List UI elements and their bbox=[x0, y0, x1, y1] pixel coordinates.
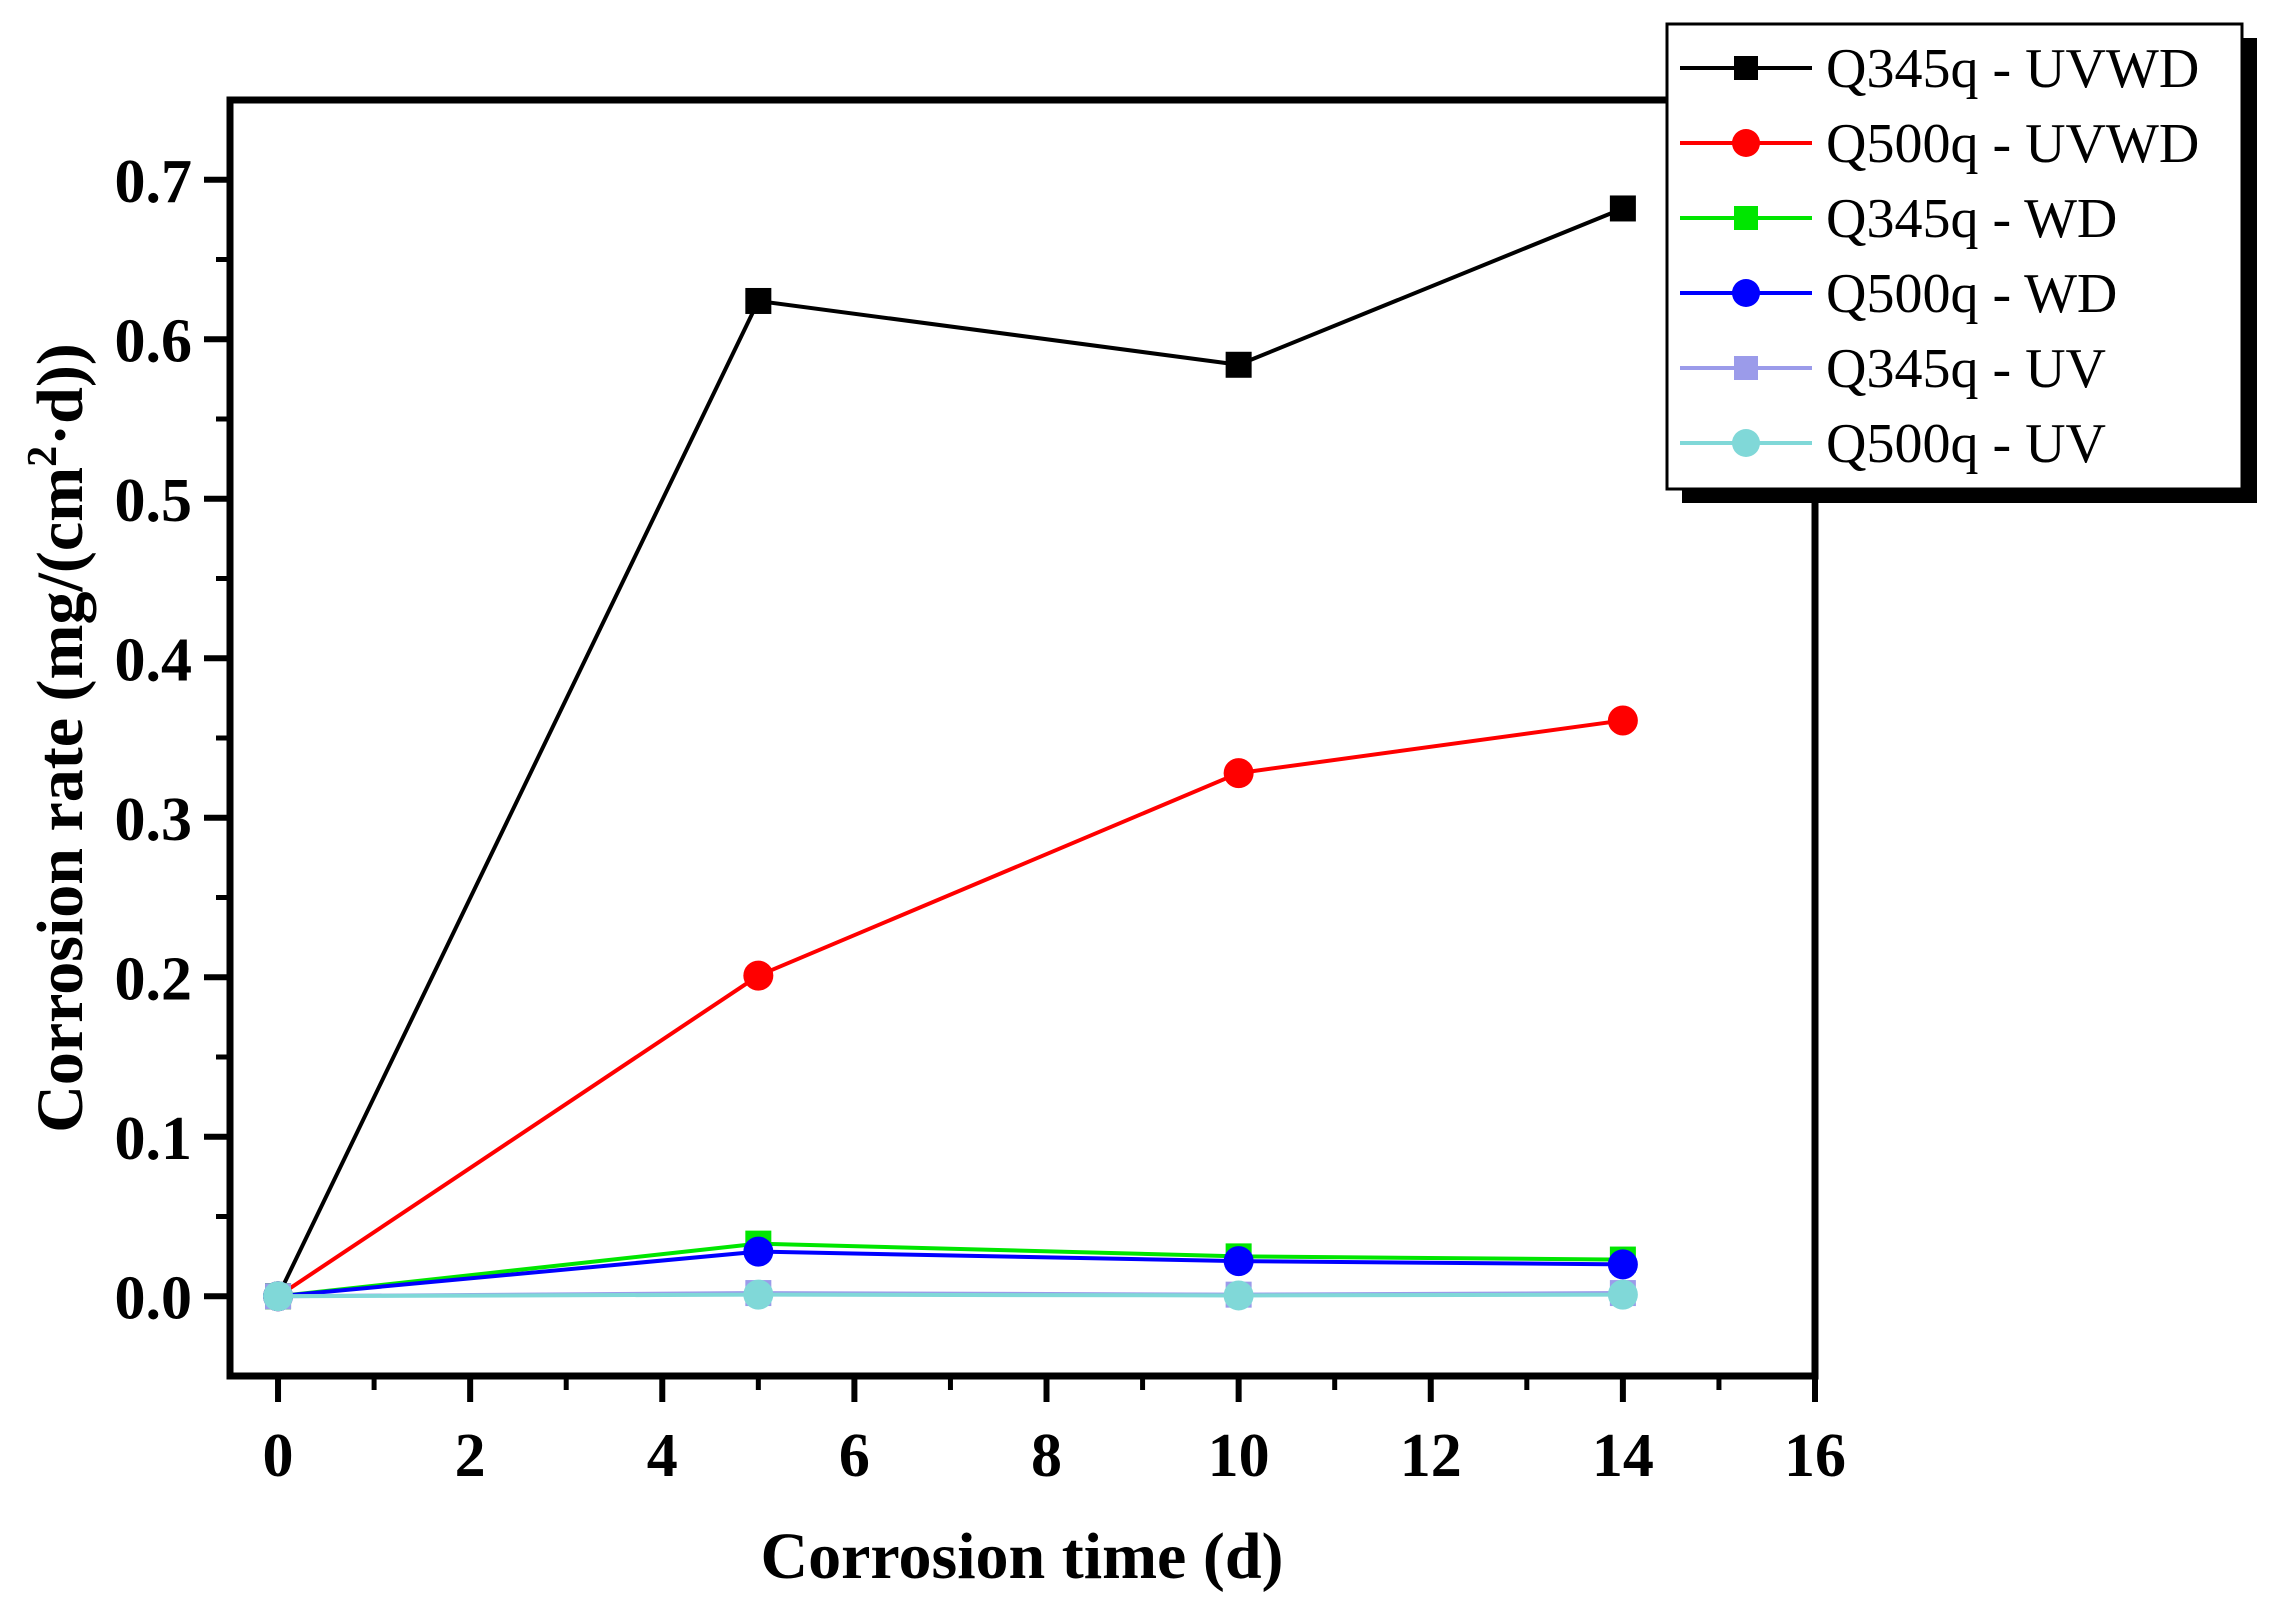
x-tick-label: 4 bbox=[647, 1422, 678, 1490]
x-axis-ticks: 0 2 4 6 8 10 12 14 16 bbox=[263, 1376, 1846, 1490]
legend-entry: Q500q - UVWD bbox=[1680, 113, 2199, 175]
data-point bbox=[1225, 351, 1252, 378]
y-tick-label: 0.6 bbox=[115, 307, 193, 375]
series-line bbox=[276, 206, 1624, 1298]
legend-entry: Q500q - UV bbox=[1680, 413, 2106, 475]
y-axis-title-prefix: Corrosion rate (mg/(cm bbox=[24, 467, 97, 1133]
legend-entries: Q345q - UVWD Q500q - UVWD Q345q - WD Q500q … bbox=[1680, 38, 2199, 475]
data-point bbox=[1607, 1279, 1638, 1310]
y-axis-title: Corrosion rate (mg/(cm2·d)) bbox=[20, 343, 97, 1133]
x-tick-label: 8 bbox=[1031, 1422, 1062, 1490]
data-point bbox=[1607, 1249, 1638, 1280]
series-line bbox=[277, 1249, 1623, 1299]
plot-area-frame bbox=[226, 96, 1819, 1380]
legend-entry: Q345q - UVWD bbox=[1680, 38, 2199, 100]
data-point bbox=[745, 287, 772, 314]
series-5 bbox=[263, 1279, 1638, 1312]
legend-marker bbox=[1734, 206, 1758, 230]
y-tick-label: 0.3 bbox=[115, 786, 193, 854]
x-axis-title: Corrosion time (d) bbox=[760, 1520, 1283, 1593]
legend-label: Q345q - UVWD bbox=[1826, 38, 2199, 100]
y-axis-title-superscript: 2 bbox=[20, 446, 66, 467]
y-axis-title-suffix: ·d)) bbox=[24, 343, 97, 446]
y-axis-ticks: 0.0 0.1 0.2 0.3 0.4 0.5 0.6 0.7 bbox=[115, 148, 230, 1332]
legend-marker bbox=[1732, 129, 1760, 157]
data-point bbox=[1223, 1280, 1254, 1311]
y-tick-label: 0.5 bbox=[115, 467, 193, 535]
x-tick-label: 2 bbox=[455, 1422, 486, 1490]
legend-marker bbox=[1732, 429, 1760, 457]
y-tick-label: 0.0 bbox=[115, 1264, 193, 1332]
legend-marker bbox=[1734, 356, 1758, 380]
y-tick-label: 0.2 bbox=[115, 945, 193, 1013]
data-point bbox=[743, 1236, 774, 1267]
data-point bbox=[1607, 705, 1638, 736]
legend-entry: Q500q - WD bbox=[1680, 263, 2117, 325]
x-tick-label: 16 bbox=[1784, 1422, 1846, 1490]
y-tick-label: 0.7 bbox=[115, 148, 193, 216]
data-point bbox=[1609, 195, 1636, 222]
legend-marker bbox=[1732, 279, 1760, 307]
y-tick-label: 0.1 bbox=[115, 1105, 193, 1173]
x-tick-label: 0 bbox=[263, 1422, 294, 1490]
legend-entry: Q345q - UV bbox=[1680, 338, 2106, 400]
data-point bbox=[1223, 758, 1254, 789]
legend-label: Q345q - WD bbox=[1826, 188, 2117, 250]
legend-label: Q500q - WD bbox=[1826, 263, 2117, 325]
x-tick-label: 10 bbox=[1208, 1422, 1270, 1490]
data-point bbox=[743, 960, 774, 991]
data-point bbox=[263, 1281, 294, 1312]
y-tick-label: 0.4 bbox=[115, 626, 193, 694]
x-tick-label: 6 bbox=[839, 1422, 870, 1490]
legend: Q345q - UVWD Q500q - UVWD Q345q - WD Q500q … bbox=[1665, 22, 2257, 503]
series-0 bbox=[265, 195, 1636, 1310]
legend-box bbox=[1665, 22, 2244, 491]
legend-entry: Q345q - WD bbox=[1680, 188, 2117, 250]
series-1 bbox=[263, 705, 1638, 1312]
series-line bbox=[276, 718, 1624, 1298]
legend-label: Q500q - UV bbox=[1826, 413, 2106, 475]
x-tick-label: 12 bbox=[1400, 1422, 1462, 1490]
series-line bbox=[278, 1292, 1623, 1299]
x-tick-label: 14 bbox=[1592, 1422, 1654, 1490]
series-layer bbox=[263, 195, 1638, 1312]
data-point bbox=[1223, 1246, 1254, 1277]
legend-label: Q500q - UVWD bbox=[1826, 113, 2199, 175]
legend-marker bbox=[1734, 56, 1758, 80]
series-line bbox=[277, 1241, 1623, 1299]
data-point bbox=[743, 1279, 774, 1310]
legend-label: Q345q - UV bbox=[1826, 338, 2106, 400]
